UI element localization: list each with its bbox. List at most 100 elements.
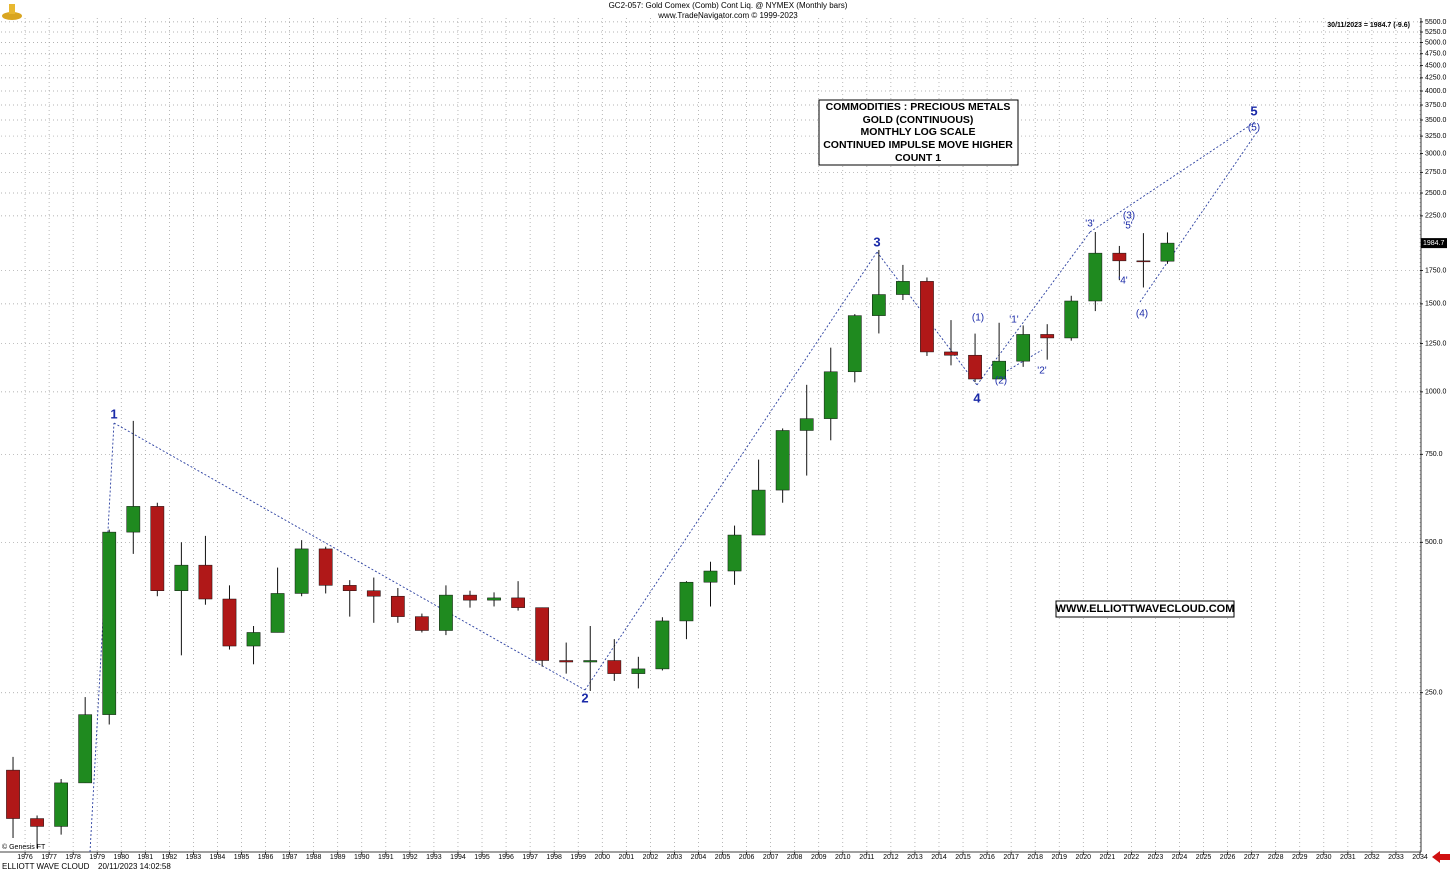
candle [30, 815, 44, 849]
candle-body [944, 351, 958, 356]
candle [847, 314, 862, 383]
candle [655, 617, 670, 671]
x-tick-label: 2022 [1124, 854, 1140, 861]
grid [1, 18, 1421, 852]
candle [727, 525, 742, 585]
y-tick-label: 5250.0 [1425, 29, 1447, 36]
candle-body [871, 294, 886, 316]
candle [174, 542, 189, 656]
x-tick-label: 2007 [763, 854, 779, 861]
candle [415, 613, 429, 633]
website-box: WWW.ELLIOTTWAVECLOUD.COM [1055, 600, 1235, 618]
x-tick-label: 1996 [498, 854, 514, 861]
candle [511, 581, 525, 611]
last-price-tag [1421, 238, 1447, 249]
chart-subtitle: www.TradeNavigator.com © 1999-2023 [657, 11, 798, 20]
candle-body [342, 585, 357, 591]
x-tick-label: 1995 [474, 854, 490, 861]
x-tick-label: 1999 [570, 854, 586, 861]
candle-body [366, 590, 381, 597]
candle [703, 561, 718, 607]
candle-body [607, 660, 622, 674]
x-tick-label: 2018 [1027, 854, 1043, 861]
candle-body [318, 548, 333, 586]
logo [2, 4, 22, 20]
x-tick-label: 1976 [17, 854, 33, 861]
candle [535, 607, 550, 667]
wave-label: '2' [1037, 366, 1046, 377]
x-tick-label: 2015 [955, 854, 971, 861]
candle-body [270, 593, 285, 633]
candle [992, 322, 1006, 380]
candle-body [703, 570, 718, 583]
candle [1040, 324, 1055, 360]
scroll-arrow[interactable] [1432, 851, 1450, 863]
candle [54, 778, 68, 835]
candle [366, 577, 381, 623]
candle-body [78, 714, 93, 784]
candle-body [535, 607, 550, 661]
x-tick-label: 2010 [835, 854, 851, 861]
x-tick-label: 2028 [1268, 854, 1284, 861]
candle-body [246, 632, 261, 647]
wave-label: 4 [973, 390, 981, 405]
wave-label: '5' [1123, 221, 1132, 232]
x-tick-label: 2012 [883, 854, 899, 861]
candle [126, 420, 141, 554]
wave-label: '3' [1085, 219, 1094, 230]
x-tick-label: 1978 [65, 854, 81, 861]
y-tick-label: 4000.0 [1425, 88, 1447, 95]
candle [799, 384, 814, 476]
candle [246, 625, 261, 665]
y-tick-label: 3250.0 [1425, 133, 1447, 140]
x-tick-label: 2026 [1220, 854, 1236, 861]
x-tick-label: 2023 [1148, 854, 1164, 861]
y-tick-label: 5500.0 [1425, 19, 1447, 26]
trend-lines [89, 121, 1258, 853]
candle-body [390, 595, 405, 617]
candle-body [1064, 300, 1079, 339]
x-tick-label: 1989 [330, 854, 346, 861]
x-tick-label: 1984 [210, 854, 226, 861]
y-tick-label: 5000.0 [1425, 39, 1447, 46]
x-tick-label: 1987 [282, 854, 298, 861]
candle-body [896, 281, 910, 295]
candle [968, 333, 982, 383]
x-tick-label: 1979 [89, 854, 105, 861]
candle-body [1112, 252, 1127, 262]
x-tick-label: 2025 [1196, 854, 1212, 861]
candle [631, 656, 646, 689]
candle [1016, 325, 1031, 367]
x-tick-label: 2006 [739, 854, 755, 861]
x-tick-label: 2034 [1412, 854, 1428, 861]
y-tick-label: 750.0 [1425, 451, 1443, 458]
candle [6, 756, 20, 838]
candle [102, 529, 117, 725]
candle-body [992, 360, 1006, 380]
candle-body [294, 548, 309, 594]
candle-body [102, 531, 117, 715]
candle-body [1088, 252, 1103, 302]
candle-body [751, 489, 766, 536]
y-tick-label: 500.0 [1425, 539, 1443, 546]
x-tick-label: 2029 [1292, 854, 1308, 861]
candle [1088, 231, 1103, 312]
candle [583, 625, 598, 691]
candle-body [222, 598, 237, 647]
candle-body [847, 315, 862, 373]
info-line: COMMODITIES : PRECIOUS METALS [826, 101, 1011, 113]
candle-body [559, 660, 574, 663]
candle-body [463, 594, 477, 601]
candle-body [30, 818, 44, 827]
candle-body [679, 581, 694, 622]
y-tick-label: 1000.0 [1425, 389, 1447, 396]
candle [198, 535, 213, 605]
x-tick-label: 1988 [306, 854, 322, 861]
x-tick-label: 2019 [1051, 854, 1067, 861]
y-tick-label: 1250.0 [1425, 340, 1447, 347]
x-tick-label: 2033 [1388, 854, 1404, 861]
candle [463, 590, 477, 608]
info-box: COMMODITIES : PRECIOUS METALS GOLD (CONT… [818, 99, 1019, 166]
